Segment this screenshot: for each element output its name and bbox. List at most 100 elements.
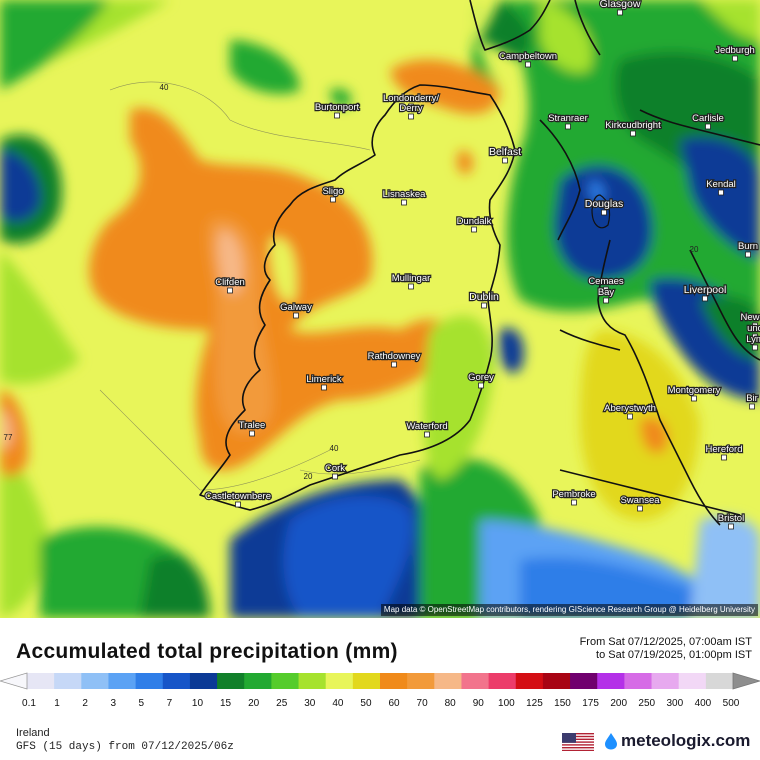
city-marker [227, 287, 233, 294]
map-attribution: Map data © OpenStreetMap contributors, r… [380, 604, 758, 616]
contour-value-label: 40 [160, 83, 169, 92]
city-marker [525, 61, 531, 68]
city-label: Limerick [306, 374, 342, 385]
legend-tick-label: 25 [276, 698, 288, 709]
model-info: GFS (15 days) from 07/12/2025/06z [16, 741, 234, 753]
legend-tick-label: 175 [582, 698, 599, 709]
city-marker [732, 55, 738, 62]
legend-tick-label: 200 [610, 698, 628, 709]
legend-color-cell [271, 673, 300, 689]
city-label: Mullingar [392, 273, 431, 284]
city-label: Stranraer [548, 113, 588, 124]
city-marker [478, 382, 484, 389]
legend-tick-label: 50 [360, 698, 372, 709]
legend-color-cell [705, 673, 734, 689]
city-label: Carlisle [692, 113, 724, 124]
city-label: Burn [738, 241, 758, 252]
map-canvas: Glasgow Campbeltown Jedburgh Londonderry/De… [0, 0, 760, 618]
city-label: Bay [598, 287, 615, 298]
city-marker [401, 199, 407, 206]
coastlines [199, 0, 760, 526]
legend-tick-label: 7 [166, 698, 173, 709]
legend-color-cell [597, 673, 625, 689]
legend-tick-label: 1 [54, 698, 60, 709]
city-label: Hereford [706, 444, 743, 455]
precipitation-map[interactable]: Glasgow Campbeltown Jedburgh Londonderry/De… [0, 0, 760, 618]
legend-tick-labels: 0.1 1 2 3 5 7 10 15 20 25 30 40 50 60 70 80 90 100 125 150 1… [0, 698, 760, 712]
city-label: Kirkcudbright [605, 120, 661, 131]
city-marker [249, 430, 255, 437]
legend-tick-label: 0.1 [22, 698, 36, 709]
city-label: Burtonport [315, 102, 360, 113]
city-marker [637, 505, 643, 512]
contour-value-label: 20 [304, 472, 313, 481]
city-marker [721, 454, 727, 461]
city-label: Gorey [468, 372, 494, 383]
contour-value-label: 40 [330, 444, 339, 453]
city-marker [691, 395, 697, 402]
legend-color-cell [461, 673, 490, 689]
city-label: Douglas [585, 198, 624, 210]
city-marker [391, 361, 397, 368]
legend-tick-label: 250 [638, 698, 656, 709]
legend-color-cell [108, 673, 137, 689]
city-label: Dundalk [457, 216, 492, 227]
chart-title: Accumulated total precipitation (mm) [16, 640, 398, 663]
city-marker [705, 123, 711, 130]
legend-tick-label: 5 [138, 698, 145, 709]
city-label: Derry [399, 103, 422, 114]
city-marker [424, 431, 430, 438]
city-label: Lym [746, 334, 760, 345]
city-label: Dublin [469, 291, 499, 303]
legend-tick-label: 100 [498, 698, 515, 709]
legend-tick-label: 70 [416, 698, 428, 709]
city-label: und [747, 323, 760, 334]
city-label: Montgomery [668, 385, 721, 396]
city-marker [481, 302, 487, 309]
city-label: Galway [280, 302, 312, 313]
droplet-icon [605, 733, 617, 750]
city-marker [752, 322, 758, 329]
city-label: Londonderry/ [383, 93, 439, 104]
city-label: Cork [325, 463, 345, 474]
city-label: Bristol [718, 513, 744, 524]
legend-tick-label: 3 [110, 698, 117, 709]
city-label: Castletownbere [205, 491, 271, 502]
city-label: Swansea [620, 495, 660, 506]
us-flag-icon[interactable] [562, 733, 594, 751]
city-label: Cemaes [588, 276, 624, 287]
city-label: Tralee [239, 420, 266, 431]
legend-color-cell [81, 673, 109, 689]
legend-color-cell [434, 673, 462, 689]
city-label: Waterford [406, 421, 447, 432]
contour-value-label: 77 [4, 433, 13, 442]
legend-color-cell [217, 673, 245, 689]
legend-color-cell [352, 673, 381, 689]
color-legend-bar [0, 672, 760, 690]
legend-tick-label: 80 [444, 698, 456, 709]
city-label: Lisnaskea [383, 189, 426, 200]
legend-tick-label: 300 [666, 698, 684, 709]
city-marker [408, 103, 414, 110]
city-marker [617, 9, 623, 16]
legend-color-cell [298, 673, 327, 689]
city-marker [728, 523, 734, 530]
city-marker [627, 413, 633, 420]
legend-tick-label: 40 [332, 698, 344, 709]
city-label: Liverpool [684, 284, 727, 296]
city-label: Jedburgh [715, 45, 755, 56]
contour-value-label: 20 [690, 245, 699, 254]
legend-color-cell [407, 673, 435, 689]
legend-max-arrow [732, 672, 760, 690]
city-label: Bir [746, 393, 758, 404]
meteologix-logo[interactable]: meteologix.com [604, 731, 750, 751]
city-label: Glasgow [600, 0, 641, 10]
legend-color-cell [651, 673, 680, 689]
city-marker [293, 312, 299, 319]
legend-tick-label: 10 [191, 698, 204, 709]
city-marker [408, 283, 414, 290]
legend-color-cell [54, 673, 82, 689]
city-marker [601, 209, 607, 216]
region-label: Ireland [16, 727, 50, 739]
legend-tick-label: 30 [304, 698, 316, 709]
